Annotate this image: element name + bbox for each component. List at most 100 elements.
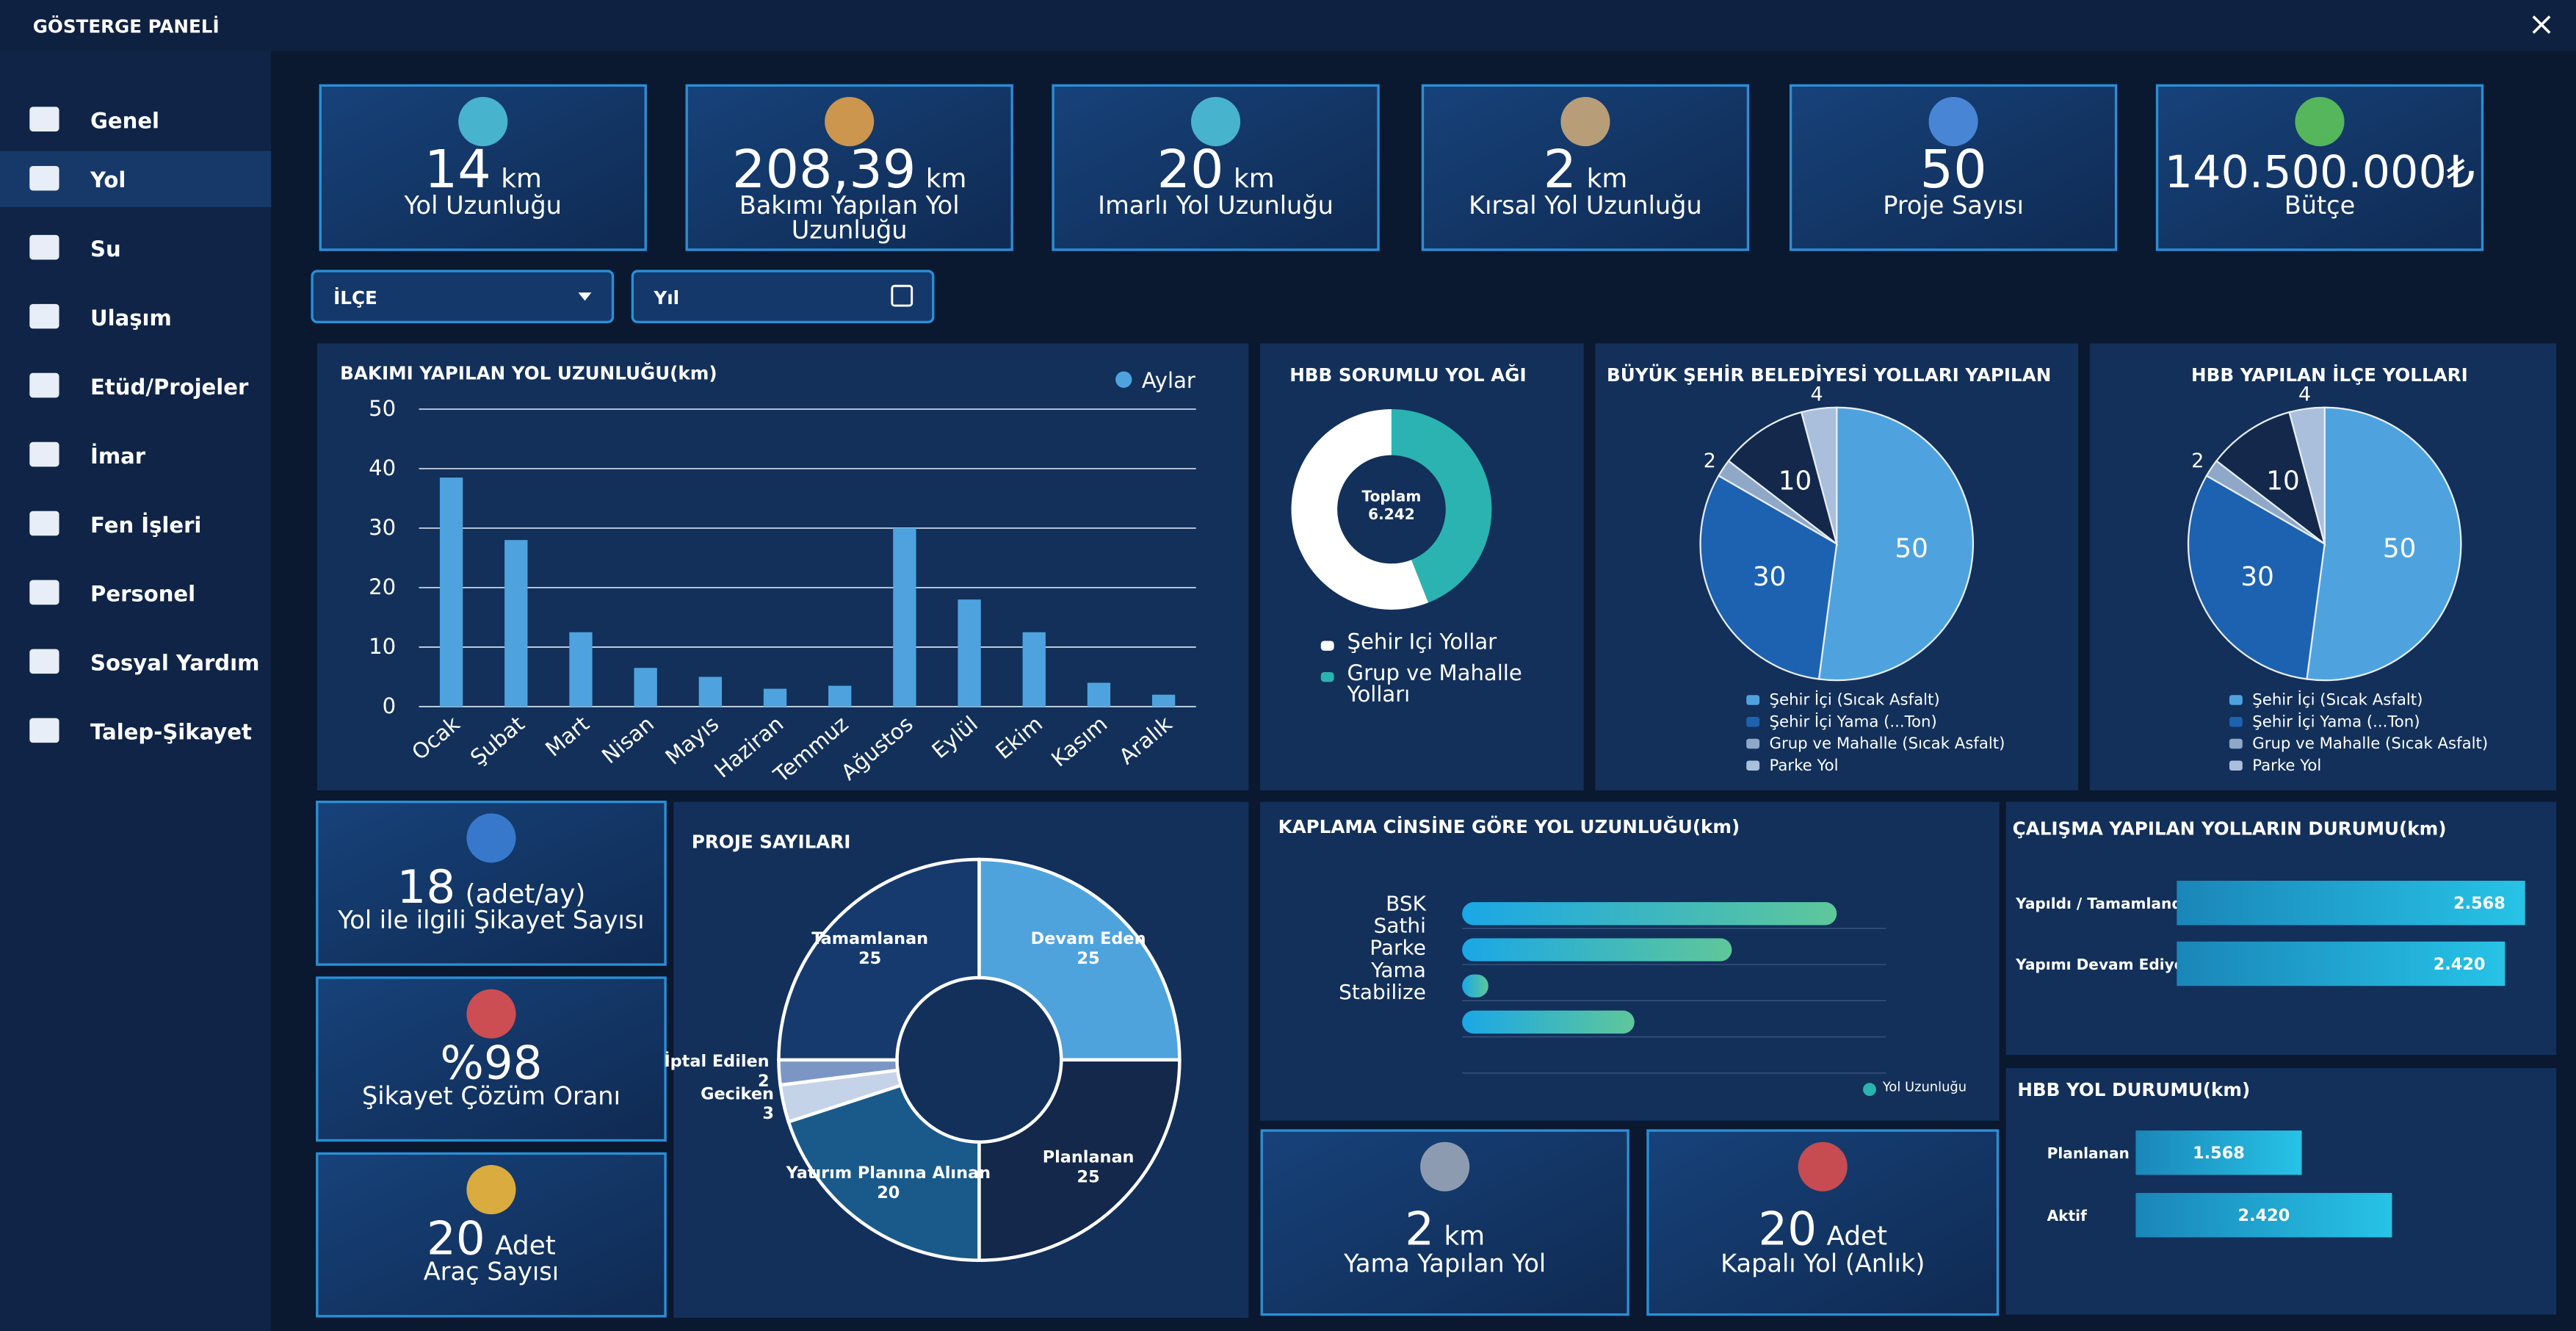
legend-label: Şehir İçi Yollar <box>1347 632 1497 656</box>
legend-label: Şehir İçi Yama (...Ton) <box>2252 712 2420 731</box>
legend-label-box: Grup ve Mahalle Yolları <box>1347 663 1522 709</box>
pie-value-label: 50 <box>2383 533 2417 563</box>
nav-item[interactable]: Etüd/Projeler <box>90 375 249 400</box>
legend-label: Grup ve Mahalle (Sıcak Asfalt) <box>2252 735 2488 753</box>
filter-input[interactable] <box>631 270 935 324</box>
legend-marker <box>1115 371 1132 388</box>
chart-panel <box>1259 801 2000 1121</box>
nav-item[interactable]: Su <box>90 237 121 261</box>
nav-item[interactable]: Talep-Şikayet <box>90 720 252 745</box>
kpi-label-box: Kapalı Yol (Anlık) <box>1721 1252 1925 1275</box>
kpi-unit: km <box>501 164 542 194</box>
nav-item[interactable]: İmar <box>90 444 146 469</box>
legend-marker <box>1863 1083 1876 1097</box>
ring-name-label: Geciken <box>701 1084 774 1103</box>
nav-item[interactable]: Yol <box>90 167 126 192</box>
pie-value-label: 50 <box>1895 533 1928 563</box>
kpi-label-box: Proje Sayısı <box>1883 193 2024 220</box>
legend-marker <box>1320 671 1334 682</box>
kpi-unit: Adet <box>1826 1221 1887 1251</box>
ring-slice <box>977 857 1182 1062</box>
nav-icon <box>29 580 59 605</box>
ring-slice <box>786 1083 981 1263</box>
kpi-label-box: Kırsal Yol Uzunluğu <box>1469 194 1702 217</box>
nav-item[interactable]: Genel <box>90 108 159 133</box>
legend-label: Şehir İçi (Sıcak Asfalt) <box>1770 690 1940 710</box>
nav-item[interactable]: Ulaşım <box>90 306 172 331</box>
kpi-icon <box>466 1165 516 1215</box>
legend-label: Aylar <box>1142 368 1195 393</box>
bar <box>1022 632 1046 707</box>
kpi-icon <box>1560 96 1610 147</box>
legend-label: Grup ve Mahalle Yolları <box>1347 663 1522 709</box>
pie-slice <box>2306 406 2462 682</box>
bar-value-label: 2.420 <box>2238 1206 2290 1225</box>
kpi-icon <box>825 96 875 147</box>
chart-title: HBB YOL DURUMU(km) <box>2017 1079 2250 1100</box>
kpi-value-text: 20 Adet <box>427 1212 556 1266</box>
kpi-value: 2 <box>1544 139 1577 200</box>
legend-marker <box>2229 695 2243 705</box>
nav-item[interactable]: Sosyal Yardım <box>90 651 259 676</box>
kpi-value-text: 50 <box>1920 139 1987 200</box>
kpi-value-text: 20 km <box>1157 139 1275 200</box>
ring-value-label: 20 <box>877 1183 900 1202</box>
kpi-label-box: Araç Sayısı <box>424 1261 559 1285</box>
nav-icon <box>29 718 59 743</box>
bar-value-label: 1.568 <box>2193 1144 2245 1163</box>
kpi-unit: km <box>926 164 967 194</box>
bar <box>1087 682 1111 707</box>
legend-marker <box>1746 738 1760 749</box>
chart-title: HBB SORUMLU YOL AĞI <box>1289 364 1526 386</box>
nav-item[interactable]: Fen İşleri <box>90 513 201 538</box>
kpi-icon <box>466 989 516 1039</box>
chart-panel <box>2005 1068 2557 1315</box>
ring-slice <box>777 857 981 1062</box>
bar <box>2135 1193 2392 1238</box>
kpi-icon <box>1798 1141 1848 1191</box>
chart-panel <box>316 343 1249 791</box>
chart-title: PROJE SAYILARI <box>692 831 851 852</box>
nav-item[interactable]: Personel <box>90 582 195 607</box>
chart-panel <box>2005 801 2557 1056</box>
bar <box>698 677 722 707</box>
legend-label: Şehir İçi (Sıcak Asfalt) <box>2252 690 2423 710</box>
kpi-label: Proje Sayısı <box>1883 193 2024 220</box>
pie-slice <box>2288 406 2326 544</box>
y-tick-label: 10 <box>369 634 396 659</box>
donut-hole <box>1339 456 1444 563</box>
kpi-value-text: 14 km <box>424 139 542 200</box>
legend-label: Şehir İçi Yama (...Ton) <box>1770 712 1937 731</box>
legend-label: Parke Yol <box>2252 757 2321 775</box>
chart-title: ÇALIŞMA YAPILAN YOLLARIN DURUMU(km) <box>2013 818 2447 839</box>
kpi-unit: km <box>1587 164 1628 194</box>
kpi-unit: (adet/ay) <box>466 879 586 909</box>
kpi-value-text: %98 <box>440 1036 542 1089</box>
pie-value-label: 10 <box>1779 466 1812 497</box>
legend-marker <box>1746 695 1760 705</box>
nav-icon <box>29 511 59 536</box>
kpi-icon <box>2295 96 2345 147</box>
y-category-label: Sathi <box>1374 914 1426 938</box>
nav-icon <box>29 303 59 329</box>
ring-slice <box>977 1058 1182 1263</box>
bar-value-label: 2.568 <box>2453 894 2506 913</box>
calendar-icon <box>891 284 913 307</box>
y-tick-label: 50 <box>369 396 396 421</box>
y-category-label: BSK <box>1386 891 1426 915</box>
kpi-label: Bütçe <box>2284 193 2356 220</box>
nav-icon <box>29 441 59 467</box>
bar <box>1462 938 1732 962</box>
legend-marker <box>2229 717 2243 727</box>
close-button[interactable] <box>2532 15 2551 35</box>
pie-value-label: 10 <box>2266 466 2300 497</box>
kpi-label: İmarlı Yol Uzunluğu <box>1098 193 1334 220</box>
chart-title: HBB YAPILAN İLÇE YOLLARI <box>2191 364 2468 386</box>
ring-name-label: Planlanan <box>1043 1148 1135 1167</box>
y-category-label: Parke <box>1370 936 1426 960</box>
bar <box>569 632 593 707</box>
filter-input[interactable] <box>311 270 615 324</box>
sidebar <box>0 51 272 1331</box>
